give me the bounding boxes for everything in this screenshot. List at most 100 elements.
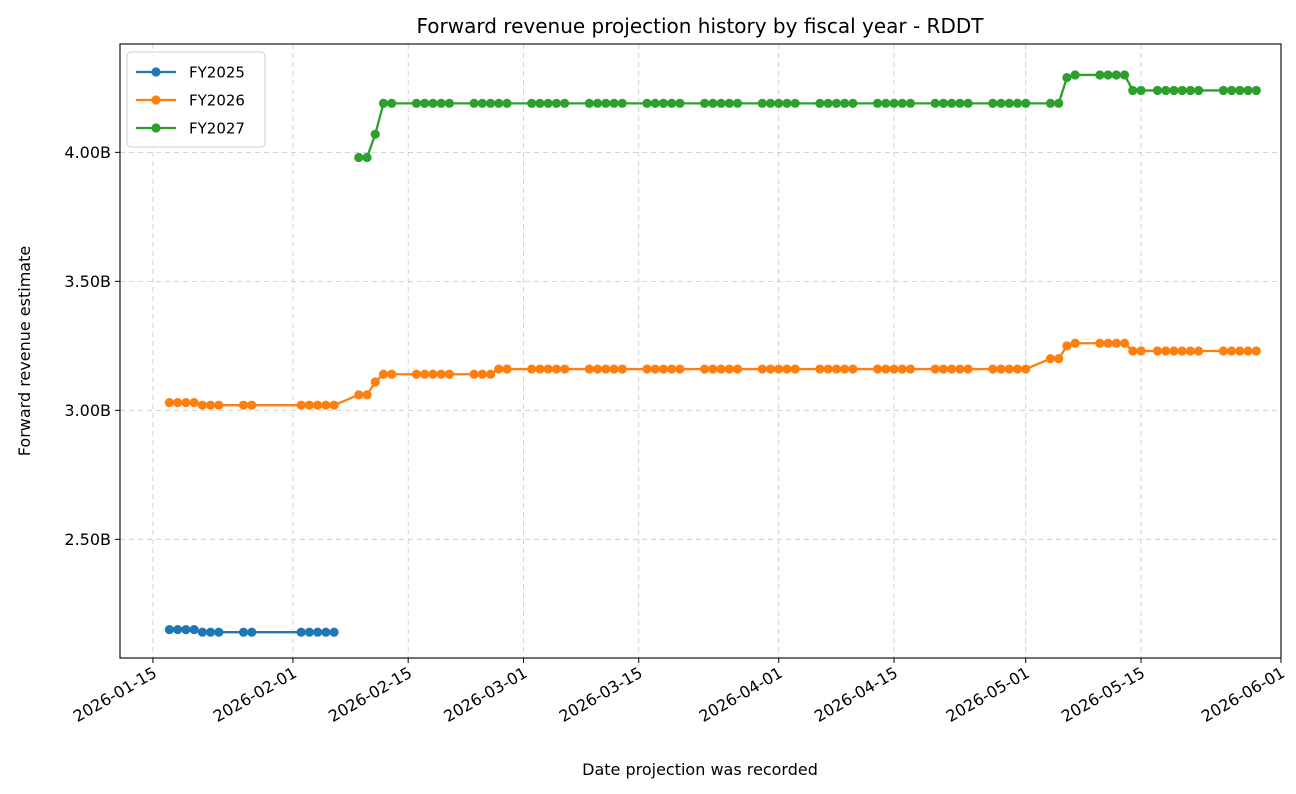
data-point (1235, 346, 1245, 356)
x-tick-label: 2026-05-01 (943, 663, 1033, 726)
data-point (823, 364, 833, 374)
legend-item: FY2025 (136, 64, 245, 82)
data-point (428, 98, 438, 108)
data-point (1054, 98, 1064, 108)
data-point (411, 98, 422, 108)
data-point (1128, 85, 1138, 96)
data-point (955, 98, 965, 108)
data-point (1169, 346, 1179, 356)
data-point (444, 98, 454, 108)
data-point (1111, 338, 1121, 348)
data-point (700, 364, 710, 374)
data-point (387, 98, 397, 108)
data-point (1004, 98, 1014, 108)
data-point (205, 400, 216, 410)
data-point (247, 400, 257, 410)
data-point (313, 400, 323, 410)
data-point (848, 364, 858, 374)
series-layer (164, 70, 1261, 637)
data-point (897, 364, 907, 374)
data-point (189, 625, 199, 635)
data-point (790, 98, 800, 108)
data-point (1103, 70, 1113, 80)
data-point (905, 364, 916, 374)
data-point (1185, 85, 1196, 96)
data-point (584, 98, 594, 108)
data-point (1004, 364, 1014, 374)
data-point (313, 627, 323, 637)
data-point (1251, 346, 1261, 356)
data-point (650, 364, 660, 374)
x-axis-label: Date projection was recorded (582, 760, 818, 779)
data-point (1218, 346, 1228, 356)
data-point (1194, 346, 1204, 356)
data-point (1012, 98, 1023, 108)
data-point (897, 98, 907, 108)
data-point (551, 98, 562, 108)
y-tick-label: 2.50B (64, 530, 111, 549)
data-point (774, 364, 784, 374)
data-point (947, 364, 957, 374)
data-point (667, 364, 677, 374)
data-point (494, 364, 504, 374)
data-point (839, 364, 850, 374)
data-point (560, 364, 570, 374)
data-point (304, 400, 314, 410)
data-point (1012, 364, 1023, 374)
data-point (667, 98, 677, 108)
data-point (238, 627, 249, 637)
data-point (485, 369, 496, 379)
data-point (848, 98, 858, 108)
data-point (428, 369, 438, 379)
plot-frame (119, 43, 1282, 659)
x-tick-label: 2026-05-15 (1058, 663, 1148, 726)
data-point (1070, 338, 1080, 348)
y-axis-label: Forward revenue estimate (15, 246, 34, 456)
series-fy2027 (354, 70, 1261, 163)
data-point (527, 364, 537, 374)
data-point (930, 364, 940, 374)
data-point (370, 129, 380, 139)
data-point (1226, 346, 1237, 356)
data-point (955, 364, 965, 374)
y-tick-label: 3.00B (64, 401, 111, 420)
data-point (609, 98, 619, 108)
data-point (444, 369, 454, 379)
x-axis: 2026-01-15 2026-02-01 2026-02-15 2026-03-01… (70, 658, 1288, 726)
data-point (930, 98, 940, 108)
data-point (247, 627, 257, 637)
data-point (1243, 85, 1253, 96)
legend-marker (151, 95, 161, 105)
data-point (617, 98, 627, 108)
data-point (609, 364, 619, 374)
data-point (197, 627, 207, 637)
data-point (938, 364, 949, 374)
data-point (469, 369, 479, 379)
x-tick-label: 2026-04-15 (811, 663, 901, 726)
data-point (700, 98, 710, 108)
legend-item: FY2026 (136, 92, 245, 110)
data-point (527, 98, 537, 108)
series-line (169, 342, 1257, 407)
data-point (872, 364, 883, 374)
data-point (1161, 85, 1171, 96)
data-point (815, 98, 825, 108)
data-point (889, 98, 899, 108)
data-point (296, 627, 306, 637)
data-point (675, 98, 685, 108)
data-point (658, 364, 669, 374)
data-point (387, 369, 397, 379)
data-point (1062, 341, 1072, 351)
data-point (1226, 85, 1237, 96)
data-point (881, 364, 891, 374)
y-axis: 2.50B 3.00B 3.50B 4.00B (64, 143, 120, 549)
x-tick-label: 2026-02-01 (210, 663, 300, 726)
data-point (321, 627, 331, 637)
data-point (650, 98, 660, 108)
data-point (658, 98, 669, 108)
x-tick-label: 2026-04-01 (696, 663, 786, 726)
data-point (494, 98, 504, 108)
data-point (872, 98, 883, 108)
data-point (1136, 85, 1146, 96)
data-point (502, 364, 512, 374)
